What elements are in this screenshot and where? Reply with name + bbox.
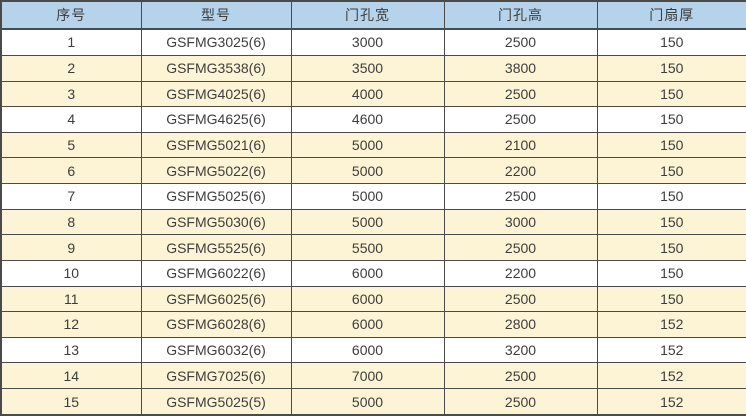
table-row: 7 GSFMG5025(6) 5000 2500 150: [0, 183, 746, 210]
cell-serial: 3: [0, 80, 142, 108]
cell-door-leaf-thickness: 150: [596, 28, 746, 56]
cell-serial: 7: [0, 183, 142, 210]
cell-door-hole-width: 4600: [290, 106, 445, 133]
cell-door-hole-height: 2500: [443, 80, 598, 108]
cell-door-leaf-thickness: 150: [596, 285, 746, 313]
cell-door-hole-width: 5000: [290, 183, 445, 210]
cell-door-hole-width: 5000: [290, 208, 445, 236]
cell-model: GSFMG6022(6): [140, 259, 292, 287]
cell-serial: 14: [0, 362, 142, 389]
cell-model: GSFMG6025(6): [140, 285, 292, 313]
table-row: 9 GSFMG5525(6) 5500 2500 150: [0, 234, 746, 261]
cell-door-hole-width: 6000: [290, 311, 445, 338]
cell-door-leaf-thickness: 150: [596, 234, 746, 261]
cell-serial: 15: [0, 388, 142, 416]
cell-door-hole-width: 5500: [290, 234, 445, 261]
table-row: 12 GSFMG6028(6) 6000 2800 152: [0, 311, 746, 338]
table-row: 3 GSFMG4025(6) 4000 2500 150: [0, 80, 746, 108]
cell-door-leaf-thickness: 150: [596, 157, 746, 184]
table-row: 10 GSFMG6022(6) 6000 2200 150: [0, 259, 746, 287]
cell-model: GSFMG5025(5): [140, 388, 292, 416]
cell-model: GSFMG7025(6): [140, 362, 292, 389]
table-row: 11 GSFMG6025(6) 6000 2500 150: [0, 285, 746, 313]
cell-serial: 11: [0, 285, 142, 313]
cell-door-hole-height: 2100: [443, 131, 598, 159]
cell-serial: 1: [0, 28, 142, 56]
cell-model: GSFMG5025(6): [140, 183, 292, 210]
cell-door-hole-width: 6000: [290, 259, 445, 287]
cell-door-hole-height: 2500: [443, 285, 598, 313]
cell-door-hole-width: 6000: [290, 336, 445, 364]
cell-door-hole-height: 2200: [443, 259, 598, 287]
cell-door-hole-height: 3200: [443, 336, 598, 364]
table-row: 15 GSFMG5025(5) 5000 2500 152: [0, 388, 746, 416]
cell-door-hole-width: 7000: [290, 362, 445, 389]
cell-door-hole-width: 3000: [290, 28, 445, 56]
table-row: 4 GSFMG4625(6) 4600 2500 150: [0, 106, 746, 133]
cell-door-leaf-thickness: 150: [596, 259, 746, 287]
cell-door-hole-height: 3000: [443, 208, 598, 236]
cell-door-hole-height: 2800: [443, 311, 598, 338]
cell-door-hole-width: 4000: [290, 80, 445, 108]
cell-door-leaf-thickness: 150: [596, 80, 746, 108]
cell-model: GSFMG6032(6): [140, 336, 292, 364]
cell-model: GSFMG5030(6): [140, 208, 292, 236]
cell-serial: 5: [0, 131, 142, 159]
table-row: 8 GSFMG5030(6) 5000 3000 150: [0, 208, 746, 236]
cell-door-hole-height: 2500: [443, 106, 598, 133]
column-header-serial: 序号: [0, 0, 142, 30]
cell-door-leaf-thickness: 150: [596, 208, 746, 236]
cell-serial: 8: [0, 208, 142, 236]
table-row: 5 GSFMG5021(6) 5000 2100 150: [0, 131, 746, 159]
cell-door-leaf-thickness: 152: [596, 311, 746, 338]
cell-door-hole-width: 3500: [290, 54, 445, 82]
table-row: 6 GSFMG5022(6) 5000 2200 150: [0, 157, 746, 184]
table-row: 14 GSFMG7025(6) 7000 2500 152: [0, 362, 746, 389]
column-header-model: 型号: [140, 0, 292, 30]
cell-door-hole-height: 2500: [443, 28, 598, 56]
cell-door-leaf-thickness: 150: [596, 106, 746, 133]
cell-door-leaf-thickness: 152: [596, 388, 746, 416]
cell-door-hole-height: 2500: [443, 234, 598, 261]
cell-door-hole-height: 2200: [443, 157, 598, 184]
cell-door-hole-height: 2500: [443, 183, 598, 210]
cell-door-hole-height: 2500: [443, 362, 598, 389]
cell-serial: 4: [0, 106, 142, 133]
column-header-door-hole-height: 门孔高: [443, 0, 598, 30]
cell-serial: 12: [0, 311, 142, 338]
cell-model: GSFMG4025(6): [140, 80, 292, 108]
cell-model: GSFMG3025(6): [140, 28, 292, 56]
column-header-door-hole-width: 门孔宽: [290, 0, 445, 30]
cell-model: GSFMG6028(6): [140, 311, 292, 338]
cell-door-hole-width: 5000: [290, 388, 445, 416]
cell-serial: 10: [0, 259, 142, 287]
cell-door-leaf-thickness: 150: [596, 54, 746, 82]
cell-serial: 6: [0, 157, 142, 184]
cell-model: GSFMG5022(6): [140, 157, 292, 184]
cell-model: GSFMG4625(6): [140, 106, 292, 133]
cell-door-hole-width: 6000: [290, 285, 445, 313]
cell-model: GSFMG5021(6): [140, 131, 292, 159]
table-head: 序号 型号 门孔宽 门孔高 门扇厚: [0, 0, 746, 30]
cell-serial: 13: [0, 336, 142, 364]
cell-door-hole-width: 5000: [290, 157, 445, 184]
cell-model: GSFMG5525(6): [140, 234, 292, 261]
table-body: 1 GSFMG3025(6) 3000 2500 150 2 GSFMG3538(6) 350…: [0, 28, 746, 416]
cell-door-leaf-thickness: 152: [596, 336, 746, 364]
cell-door-hole-height: 3800: [443, 54, 598, 82]
table-row: 13 GSFMG6032(6) 6000 3200 152: [0, 336, 746, 364]
header-row: 序号 型号 门孔宽 门孔高 门扇厚: [0, 0, 746, 30]
table-row: 1 GSFMG3025(6) 3000 2500 150: [0, 28, 746, 56]
column-header-door-leaf-thickness: 门扇厚: [596, 0, 746, 30]
cell-door-leaf-thickness: 150: [596, 183, 746, 210]
cell-door-leaf-thickness: 150: [596, 131, 746, 159]
cell-door-hole-width: 5000: [290, 131, 445, 159]
cell-model: GSFMG3538(6): [140, 54, 292, 82]
cell-serial: 2: [0, 54, 142, 82]
cell-door-hole-height: 2500: [443, 388, 598, 416]
table-row: 2 GSFMG3538(6) 3500 3800 150: [0, 54, 746, 82]
cell-serial: 9: [0, 234, 142, 261]
cell-door-leaf-thickness: 152: [596, 362, 746, 389]
